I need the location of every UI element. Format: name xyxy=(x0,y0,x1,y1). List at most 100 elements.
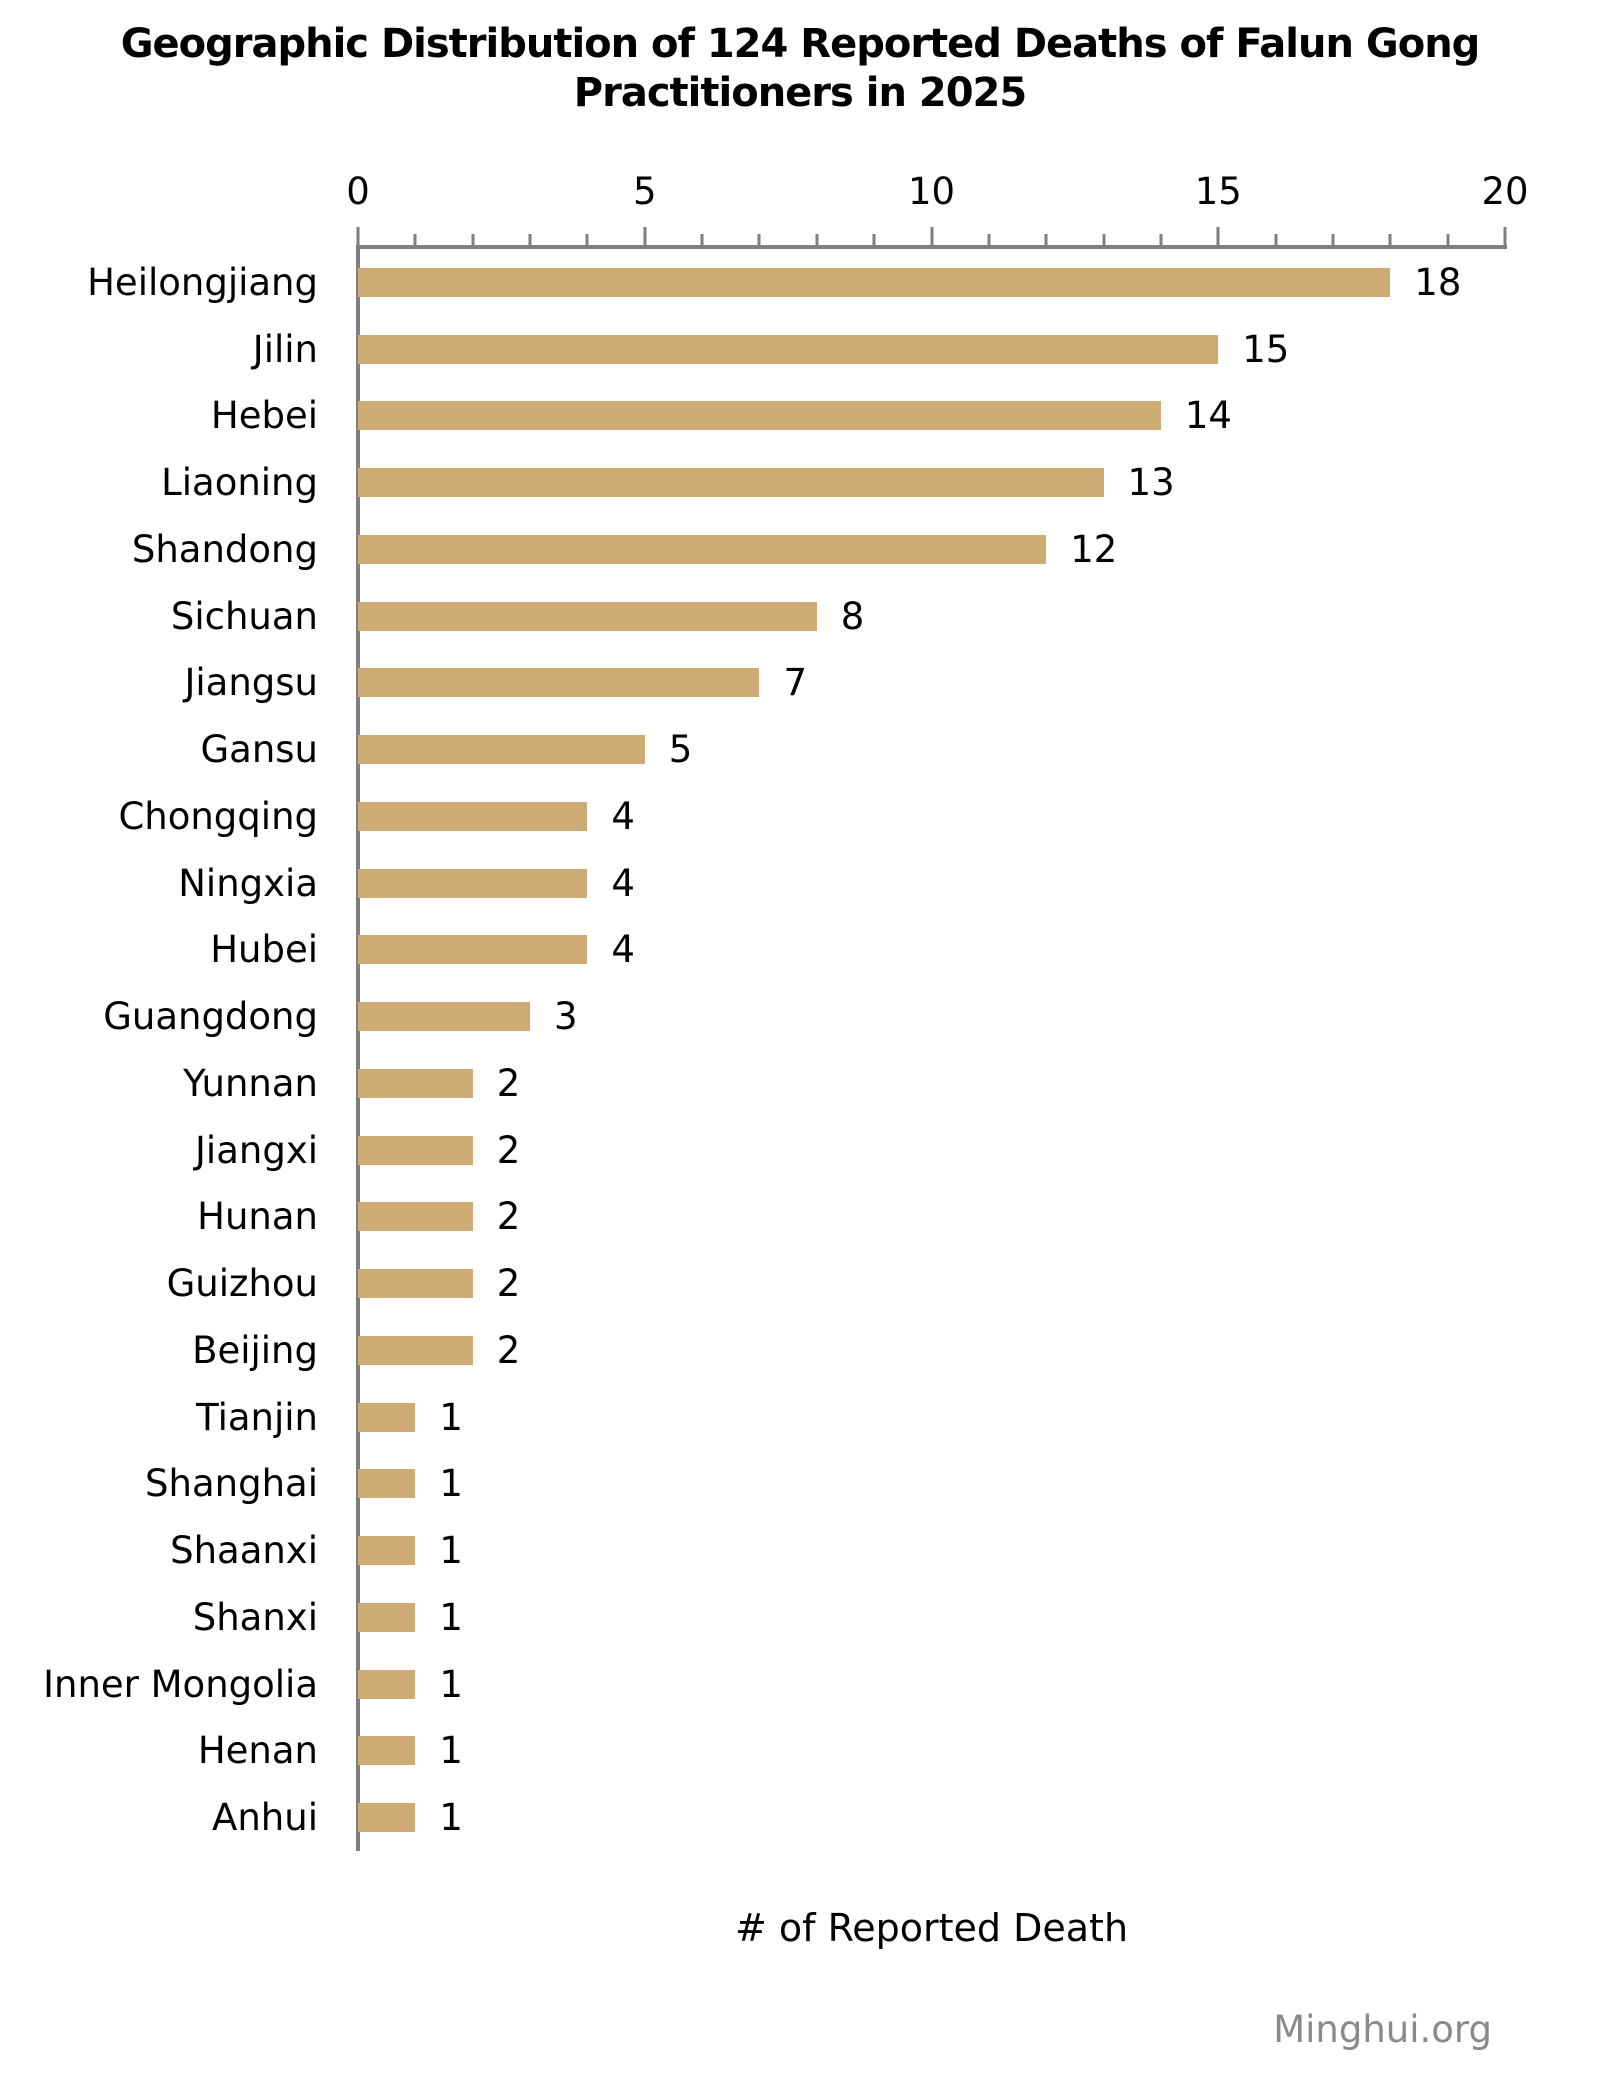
bar-track: 18 xyxy=(358,249,1505,316)
value-label: 18 xyxy=(1414,260,1462,304)
bar xyxy=(358,935,588,965)
bar xyxy=(358,668,760,698)
bar xyxy=(358,1002,531,1032)
bar xyxy=(358,1469,416,1499)
bar xyxy=(358,868,588,898)
x-axis-tick-label: 10 xyxy=(907,170,956,213)
x-axis-tick-mark xyxy=(1159,234,1163,245)
chart-row: Shandong 12 xyxy=(0,516,1505,583)
value-label: 3 xyxy=(554,995,578,1039)
bar-track: 14 xyxy=(358,383,1505,450)
chart-row: Anhui 1 xyxy=(0,1784,1505,1851)
category-label: Ningxia xyxy=(178,861,318,905)
bar xyxy=(358,334,1219,364)
chart-row: Guangdong 3 xyxy=(0,983,1505,1050)
x-axis-tick-label: 15 xyxy=(1194,170,1242,213)
x-axis-title: # of Reported Death xyxy=(734,1906,1129,1950)
chart-row: Liaoning 13 xyxy=(0,449,1505,516)
chart-row: Tianjin 1 xyxy=(0,1384,1505,1451)
bar xyxy=(358,735,645,765)
value-label: 7 xyxy=(783,661,807,705)
chart-row: Inner Mongolia 1 xyxy=(0,1651,1505,1718)
bar xyxy=(358,401,1161,431)
bar-track: 5 xyxy=(358,716,1505,783)
category-label: Heilongjiang xyxy=(87,260,318,304)
chart-row: Heilongjiang 18 xyxy=(0,249,1505,316)
x-axis-tick-mark xyxy=(1044,234,1048,245)
bar xyxy=(358,801,588,831)
value-label: 4 xyxy=(611,794,635,838)
x-axis-tick-mark xyxy=(1446,234,1450,245)
chart-row: Ningxia 4 xyxy=(0,850,1505,917)
value-label: 2 xyxy=(496,1262,521,1306)
bar xyxy=(358,1669,416,1699)
chart-row: Yunnan 2 xyxy=(0,1050,1505,1117)
category-label: Inner Mongolia xyxy=(43,1662,318,1706)
bar-track: 2 xyxy=(358,1117,1505,1184)
category-label: Beijing xyxy=(192,1328,318,1372)
bar-track: 1 xyxy=(358,1584,1505,1651)
bar xyxy=(358,1803,416,1833)
x-axis-tick-label: 5 xyxy=(632,170,657,213)
bar xyxy=(358,267,1391,297)
category-label: Sichuan xyxy=(170,594,318,638)
x-axis-tick-mark xyxy=(1388,234,1392,245)
chart-row: Hubei 4 xyxy=(0,917,1505,984)
bar xyxy=(358,468,1104,498)
value-label: 8 xyxy=(840,594,865,638)
chart-row: Jiangxi 2 xyxy=(0,1117,1505,1184)
bar xyxy=(358,1068,473,1098)
x-axis-tick-mark xyxy=(1102,234,1106,245)
bar xyxy=(358,1536,416,1566)
value-label: 1 xyxy=(439,1462,463,1506)
category-label: Shanxi xyxy=(192,1595,318,1639)
value-label: 2 xyxy=(496,1061,521,1105)
x-axis-tick-mark xyxy=(585,234,589,245)
x-axis-tick-mark xyxy=(757,234,761,245)
bar xyxy=(358,534,1047,564)
y-axis-line xyxy=(356,245,360,1851)
chart-row: Shanxi 1 xyxy=(0,1584,1505,1651)
x-axis-tick-labels: 0 5 10 15 20 xyxy=(346,170,1528,214)
bar-track: 2 xyxy=(358,1250,1505,1317)
category-label: Guangdong xyxy=(103,995,318,1039)
x-axis-tick-mark xyxy=(987,234,991,245)
x-axis-tick-mark xyxy=(356,227,360,245)
value-label: 13 xyxy=(1127,461,1175,505)
x-axis-line xyxy=(356,245,1507,249)
bar xyxy=(358,1736,416,1766)
chart-title: Geographic Distribution of 124 Reported … xyxy=(120,21,1481,116)
chart-row: Chongqing 4 xyxy=(0,783,1505,850)
bar-track: 2 xyxy=(358,1317,1505,1384)
x-axis-tick-mark xyxy=(1503,227,1507,245)
bar-track: 13 xyxy=(358,449,1505,516)
category-label: Anhui xyxy=(212,1796,318,1840)
x-axis-tick-mark xyxy=(1216,227,1220,245)
bar-track: 3 xyxy=(358,983,1505,1050)
bar xyxy=(358,1602,416,1632)
x-axis-tick-label: 0 xyxy=(346,170,370,213)
category-label: Hubei xyxy=(210,928,318,972)
bar-track: 1 xyxy=(358,1718,1505,1785)
bar-rows-container: Heilongjiang 18 Jilin 15 Hebei 14 Liaoning 13 Sh… xyxy=(0,249,1505,1851)
value-label: 4 xyxy=(611,928,635,972)
bar-track: 7 xyxy=(358,650,1505,717)
x-axis-tick-mark xyxy=(700,234,704,245)
category-label: Tianjin xyxy=(196,1395,318,1439)
value-label: 15 xyxy=(1242,327,1290,371)
chart-row: Gansu 5 xyxy=(0,716,1505,783)
bar xyxy=(358,1135,473,1165)
value-label: 2 xyxy=(496,1195,521,1239)
value-label: 1 xyxy=(439,1395,463,1439)
bar xyxy=(358,1269,473,1299)
bar-track: 2 xyxy=(358,1184,1505,1251)
category-label: Jilin xyxy=(252,327,318,371)
watermark: Minghui.org xyxy=(1273,2008,1492,2051)
bar-track: 12 xyxy=(358,516,1505,583)
chart-row: Jiangsu 7 xyxy=(0,650,1505,717)
chart-row: Jilin 15 xyxy=(0,316,1505,383)
bar-track: 1 xyxy=(358,1784,1505,1851)
chart-row: Hunan 2 xyxy=(0,1184,1505,1251)
value-label: 2 xyxy=(496,1328,521,1372)
